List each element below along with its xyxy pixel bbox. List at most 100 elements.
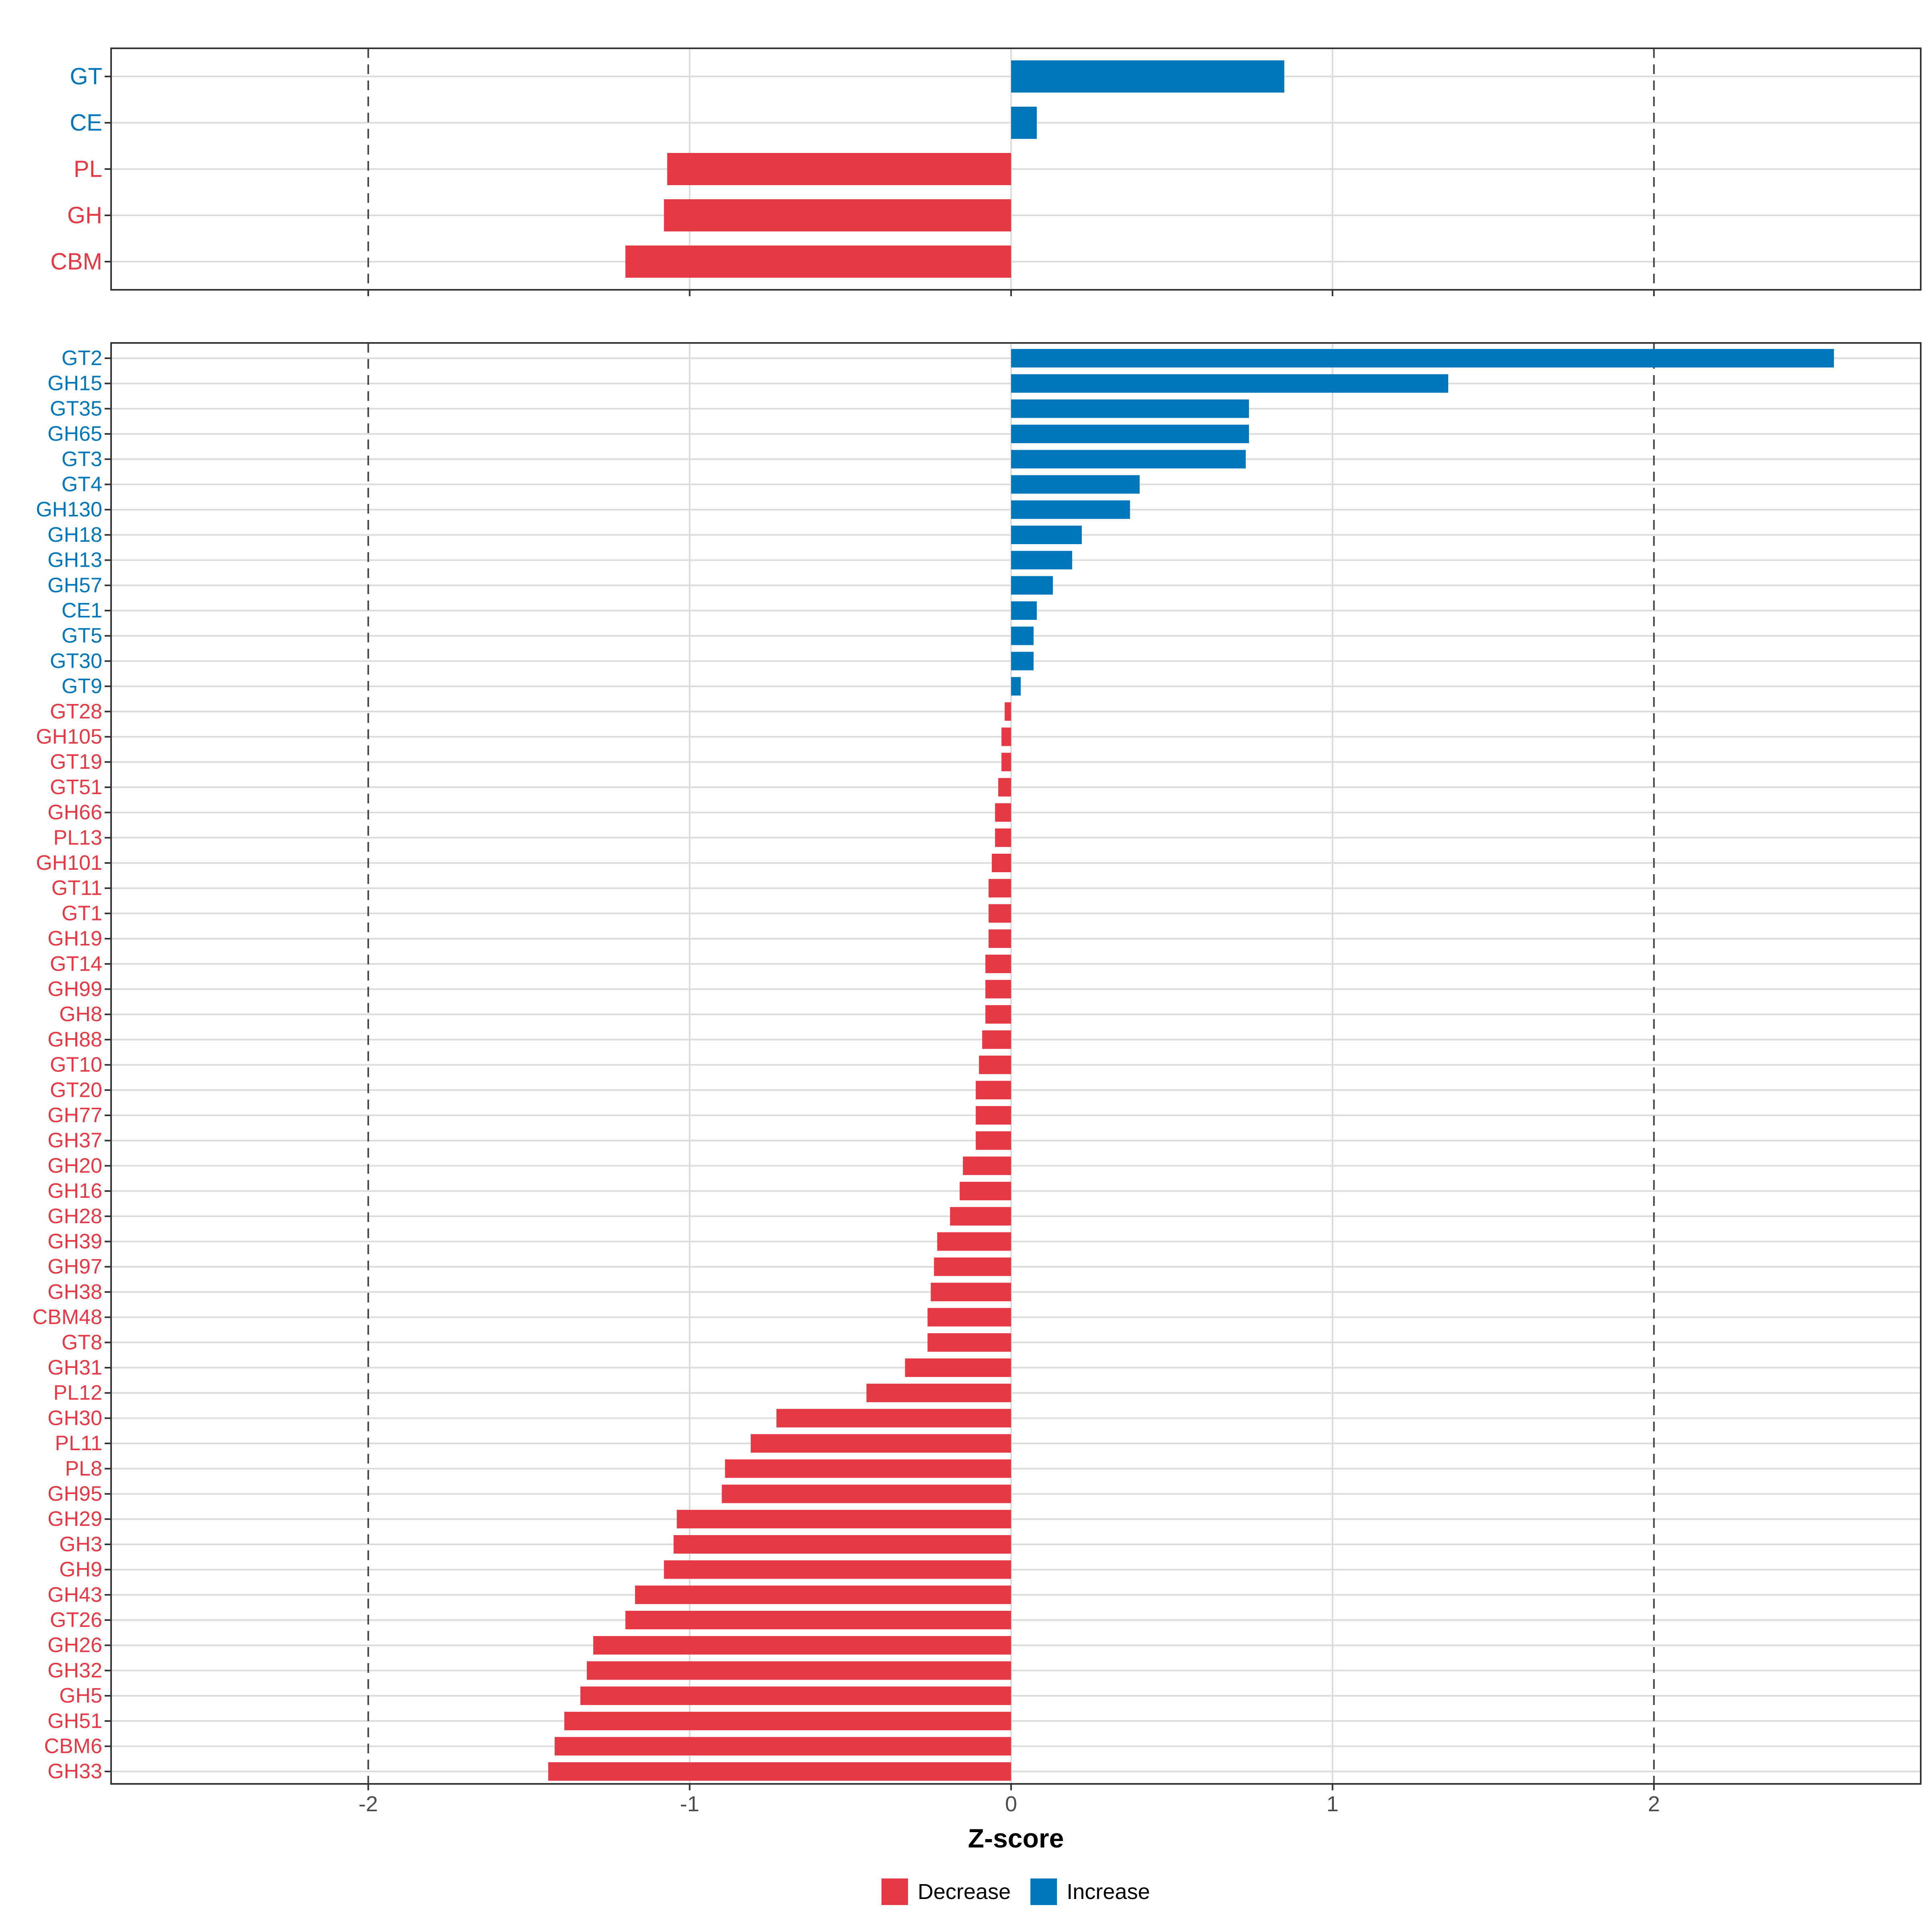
bottom-bar-gt11: [989, 879, 1011, 898]
bottom-bar-gh29: [677, 1510, 1011, 1529]
bottom-category-label: CE1: [62, 599, 102, 622]
bottom-bar-gh19: [989, 929, 1011, 948]
bottom-category-label: GT11: [52, 877, 102, 900]
x-tick-label: 2: [1648, 1792, 1660, 1816]
bottom-bar-gh8: [985, 1005, 1011, 1024]
bottom-bar-gh32: [586, 1661, 1011, 1680]
bottom-category-label: GT14: [50, 952, 102, 976]
top-category-label: CE: [70, 110, 102, 136]
bottom-bar-gh18: [1011, 525, 1082, 544]
bottom-category-label: GH88: [47, 1028, 102, 1051]
bottom-bar-gt28: [1005, 702, 1011, 721]
bottom-category-label: GT51: [50, 776, 102, 799]
legend-label-decrease: Decrease: [918, 1880, 1011, 1904]
bottom-bar-gh65: [1011, 425, 1249, 444]
bottom-bar-gt9: [1011, 677, 1021, 696]
bottom-bar-gh39: [937, 1232, 1011, 1251]
bottom-category-label: GH20: [47, 1154, 102, 1177]
bottom-bar-gh16: [960, 1182, 1011, 1201]
bottom-category-label: GH37: [47, 1129, 102, 1152]
bottom-bar-gh3: [673, 1535, 1011, 1554]
top-panel-border: [110, 47, 1922, 291]
bottom-category-label: CBM48: [33, 1306, 102, 1329]
bottom-bar-gt51: [998, 778, 1011, 797]
top-category-label: GH: [67, 202, 102, 229]
bottom-bar-gh88: [982, 1030, 1011, 1049]
bottom-category-label: GH38: [47, 1280, 102, 1304]
bottom-bar-gh20: [963, 1156, 1011, 1175]
bottom-category-label: GH8: [59, 1003, 102, 1026]
x-tick-label: 1: [1327, 1792, 1339, 1816]
bottom-category-label: GT3: [62, 448, 102, 471]
bottom-bar-cbm48: [927, 1308, 1011, 1327]
bottom-category-label: GH3: [59, 1533, 102, 1556]
bottom-category-label: CBM6: [44, 1735, 102, 1758]
bottom-category-label: GT2: [62, 347, 102, 370]
bottom-bar-gh77: [976, 1106, 1011, 1125]
bottom-category-label: GH9: [59, 1558, 102, 1581]
bottom-bar-gh38: [931, 1282, 1011, 1301]
bottom-bar-gh130: [1011, 500, 1130, 519]
bottom-bar-gt3: [1011, 450, 1246, 469]
bottom-category-label: GH5: [59, 1684, 102, 1707]
top-panel: GT CE PL GH CBM: [50, 47, 1922, 296]
bottom-panel-border: [110, 342, 1922, 1785]
bottom-bar-gh31: [905, 1358, 1011, 1377]
bottom-bar-gt2: [1011, 349, 1834, 367]
top-category-label: GT: [70, 64, 102, 90]
top-bar-gh: [664, 199, 1011, 231]
bottom-category-label: PL12: [54, 1381, 102, 1405]
bottom-bar-gh95: [722, 1484, 1011, 1503]
bottom-category-label: GH130: [36, 498, 102, 521]
top-bar-ce: [1011, 107, 1037, 139]
bottom-bar-gh101: [992, 854, 1011, 872]
bottom-category-label: GH29: [47, 1507, 102, 1531]
x-tick-label: -1: [680, 1792, 699, 1816]
bottom-bar-gh57: [1011, 576, 1053, 595]
bottom-bar-gh37: [976, 1131, 1011, 1150]
x-tick-label: 0: [1005, 1792, 1017, 1816]
bottom-category-label: GT30: [50, 649, 102, 673]
bottom-category-label: GH15: [47, 372, 102, 395]
bottom-bar-cbm6: [555, 1737, 1011, 1756]
bottom-category-label: GT1: [62, 902, 102, 925]
bottom-bar-gh66: [995, 803, 1011, 822]
bottom-bar-gt4: [1011, 475, 1140, 494]
bottom-bar-gt20: [976, 1081, 1011, 1100]
bottom-bar-gt10: [979, 1055, 1011, 1074]
bottom-bar-gh99: [985, 980, 1011, 999]
bottom-bar-gt8: [927, 1333, 1011, 1352]
bottom-bar-gh105: [1001, 727, 1011, 746]
bottom-bar-gh15: [1011, 374, 1449, 393]
bottom-bar-gt1: [989, 904, 1011, 923]
bottom-category-label: GH77: [47, 1104, 102, 1127]
top-bar-cbm: [625, 246, 1011, 278]
bottom-bar-ce1: [1011, 601, 1037, 620]
bottom-category-label: GT8: [62, 1331, 102, 1354]
bottom-bar-gh5: [580, 1686, 1011, 1705]
bottom-bar-gh51: [564, 1711, 1011, 1730]
bottom-category-label: GH13: [47, 549, 102, 572]
bottom-category-label: GT5: [62, 624, 102, 648]
bottom-bar-gh33: [548, 1762, 1011, 1781]
legend-swatch-increase: [1030, 1878, 1057, 1905]
bottom-category-label: GT28: [50, 700, 102, 723]
bottom-category-label: GH26: [47, 1634, 102, 1657]
bottom-panel: GT2GH15GT35GH65GT3GT4GH130GH18GH13GH57CE…: [33, 342, 1922, 1816]
top-bar-pl: [667, 153, 1011, 185]
bottom-category-label: GH99: [47, 978, 102, 1001]
bottom-bar-pl13: [995, 828, 1011, 847]
bottom-category-label: GH65: [47, 422, 102, 446]
bottom-category-label: PL13: [54, 826, 102, 849]
bottom-bar-gh9: [664, 1560, 1011, 1579]
legend: Decrease Increase: [881, 1878, 1150, 1905]
legend-swatch-decrease: [881, 1878, 908, 1905]
bottom-category-label: GH51: [47, 1709, 102, 1733]
bottom-category-label: GH43: [47, 1583, 102, 1606]
bottom-bar-gh13: [1011, 551, 1072, 570]
bottom-category-label: GH95: [47, 1482, 102, 1506]
bottom-category-label: GH19: [47, 927, 102, 950]
bottom-category-label: GT9: [62, 675, 102, 698]
bottom-bar-gh43: [635, 1585, 1011, 1604]
